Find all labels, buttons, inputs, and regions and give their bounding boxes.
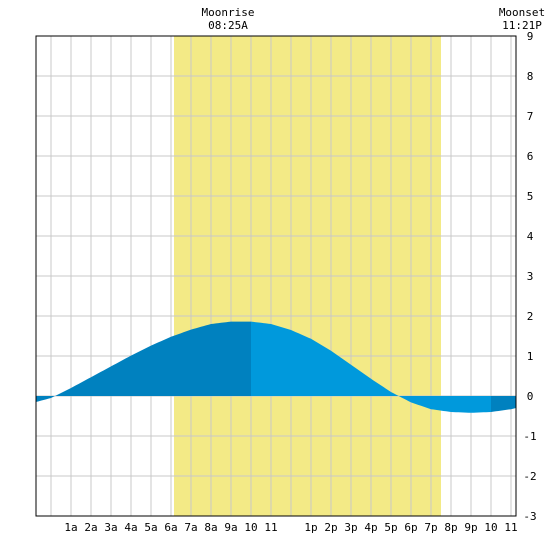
moonset-time: 11:21P xyxy=(502,19,542,32)
x-tick-label: 11 xyxy=(264,521,277,534)
y-tick-label: -1 xyxy=(523,430,536,443)
x-tick-label: 5p xyxy=(384,521,397,534)
x-tick-label: 4p xyxy=(364,521,377,534)
y-tick-label: 2 xyxy=(527,310,534,323)
tide-area-rising-late xyxy=(491,396,516,412)
x-tick-label: 8a xyxy=(204,521,217,534)
moonrise-time: 08:25A xyxy=(208,19,248,32)
y-tick-label: 0 xyxy=(527,390,534,403)
x-tick-label: 3p xyxy=(344,521,357,534)
x-tick-label: 2a xyxy=(84,521,97,534)
x-tick-label: 7p xyxy=(424,521,437,534)
x-tick-label: 10 xyxy=(244,521,257,534)
plot-frame xyxy=(35,35,517,517)
moonrise-title: Moonrise xyxy=(201,6,255,19)
x-tick-label: 9a xyxy=(224,521,237,534)
y-tick-label: 7 xyxy=(527,110,534,123)
moonset-title: Moonset xyxy=(498,6,546,19)
tide-area-falling xyxy=(251,321,491,413)
y-tick-label: 6 xyxy=(527,150,534,163)
x-tick-label: 6p xyxy=(404,521,417,534)
y-tick-label: -2 xyxy=(523,470,536,483)
y-tick-label: 9 xyxy=(527,30,534,43)
x-tick-label: 2p xyxy=(324,521,337,534)
x-tick-label: 4a xyxy=(124,521,137,534)
x-tick-label: 7a xyxy=(184,521,197,534)
y-tick-label: -3 xyxy=(523,510,536,523)
x-tick-label: 11 xyxy=(504,521,517,534)
x-tick-label: 3a xyxy=(104,521,117,534)
x-tick-label: 5a xyxy=(144,521,157,534)
y-tick-label: 5 xyxy=(527,190,534,203)
moonrise-label: Moonrise 08:25A xyxy=(196,6,260,32)
tide-area-rising xyxy=(36,321,251,402)
x-tick-label: 10 xyxy=(484,521,497,534)
y-tick-label: 1 xyxy=(527,350,534,363)
y-tick-label: 8 xyxy=(527,70,534,83)
x-tick-label: 1a xyxy=(64,521,77,534)
x-tick-label: 1p xyxy=(304,521,317,534)
x-tick-label: 6a xyxy=(164,521,177,534)
x-tick-label: 8p xyxy=(444,521,457,534)
y-tick-label: 4 xyxy=(527,230,534,243)
y-tick-label: 3 xyxy=(527,270,534,283)
x-tick-label: 9p xyxy=(464,521,477,534)
moonset-label: Moonset 11:21P xyxy=(494,6,550,32)
